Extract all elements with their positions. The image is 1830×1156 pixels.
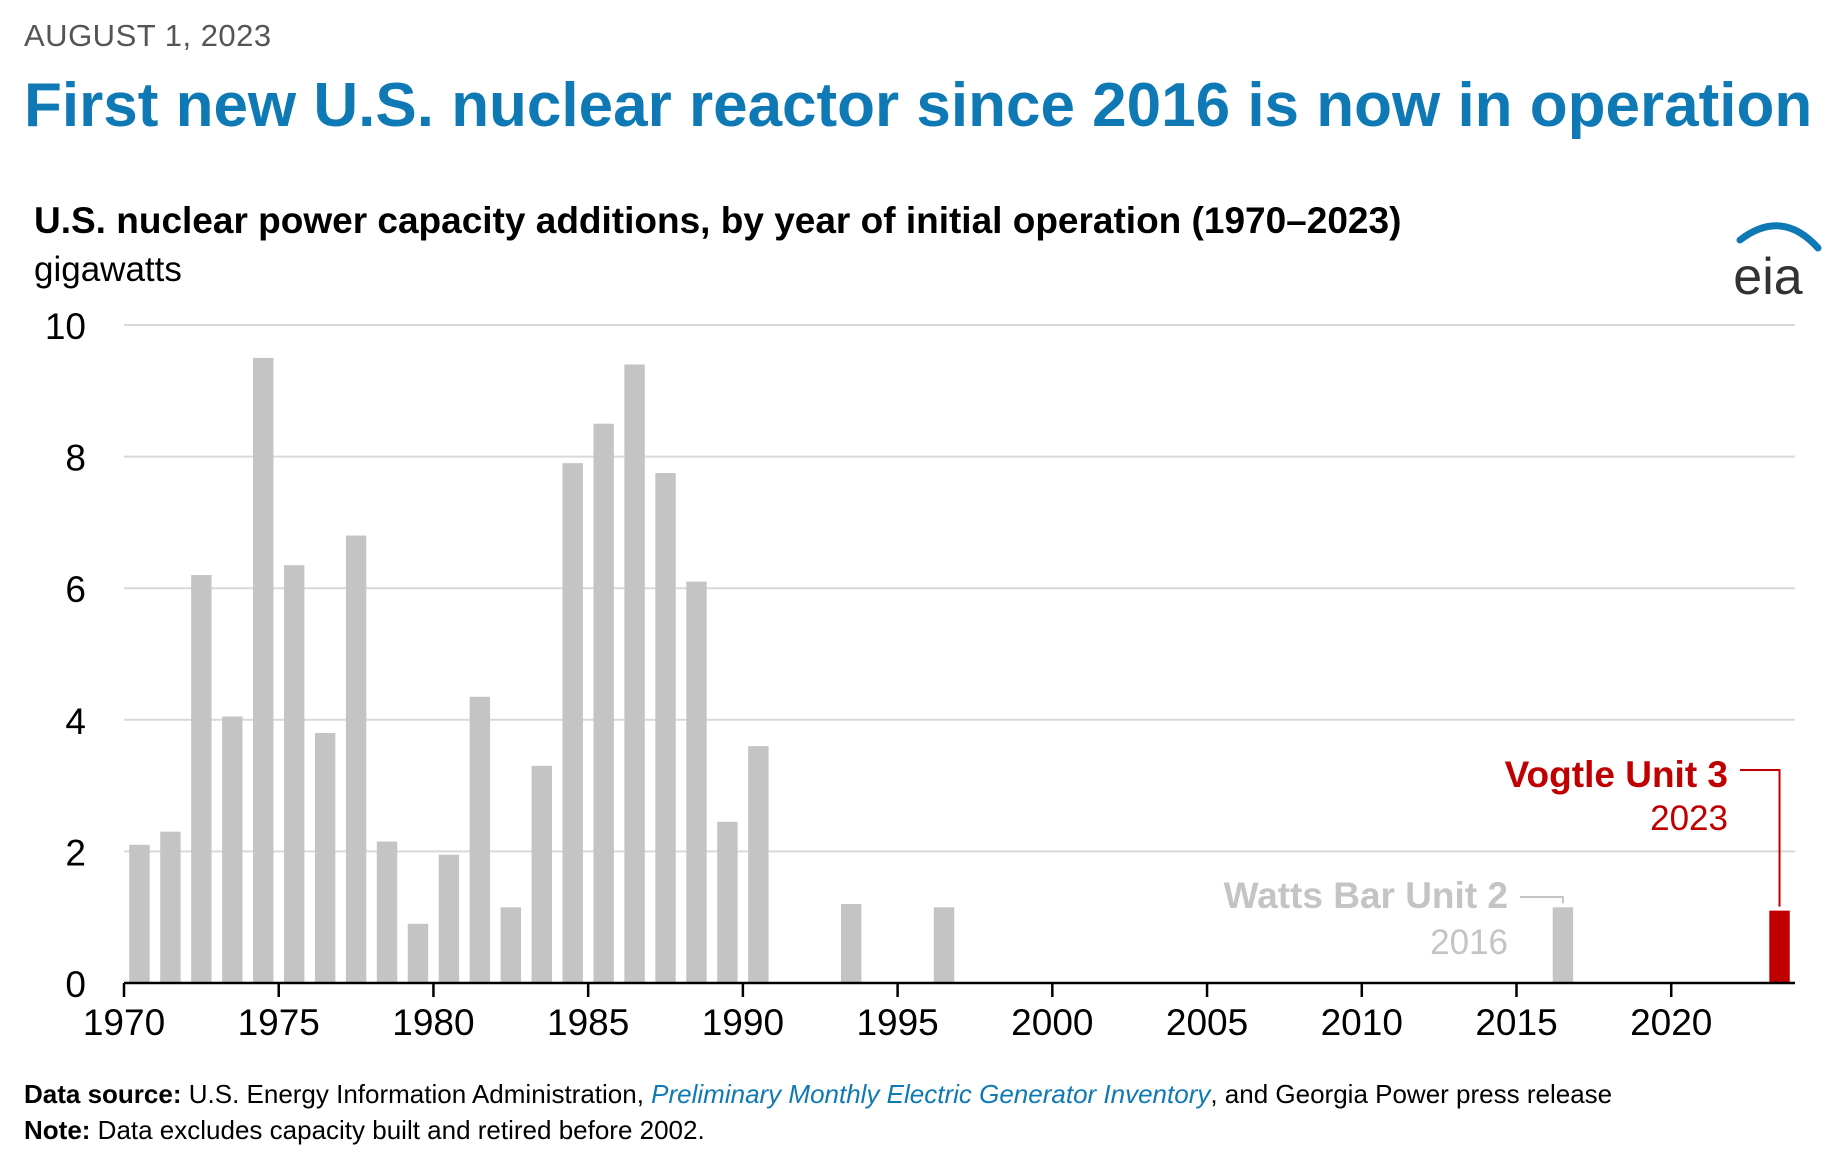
x-tick-label: 2010 [1321, 1002, 1403, 1043]
annotation-leader-2023 [1740, 769, 1781, 907]
bar-1971 [160, 831, 181, 983]
x-tick-label: 2000 [1011, 1002, 1093, 1043]
source-label: Data source: [24, 1079, 182, 1109]
x-tick-label: 1975 [238, 1002, 320, 1043]
bar-2016 [1552, 907, 1574, 983]
bar-1983 [531, 765, 552, 983]
logo-text: eia [1733, 248, 1802, 304]
source-text-2: , and Georgia Power press release [1210, 1079, 1613, 1109]
bar-1987 [655, 473, 676, 983]
source-text-1: U.S. Energy Information Administration, [181, 1079, 652, 1109]
source-link[interactable]: Preliminary Monthly Electric Generator I… [651, 1079, 1211, 1109]
x-tick-label: 1995 [856, 1002, 938, 1043]
annotation-label-2016: Watts Bar Unit 2 [1224, 875, 1508, 916]
logo-arc [1736, 222, 1822, 252]
y-tick-label: 6 [65, 569, 86, 610]
bar-1979 [407, 923, 429, 983]
axes: 0 2 4 6 8 10 1970 1975 1980 1985 1990 1995 2000 2005 2… [45, 306, 1795, 1043]
x-tick-label: 1980 [392, 1002, 474, 1043]
annotation-label-2023: Vogtle Unit 3 [1505, 754, 1728, 795]
bar-1990 [748, 746, 769, 983]
y-tick-label: 4 [65, 701, 86, 742]
bar-1982 [500, 907, 522, 983]
bar-1988 [686, 581, 707, 983]
x-tick-label: 2020 [1630, 1002, 1712, 1043]
bar-1984 [562, 463, 583, 983]
y-tick-label: 0 [65, 964, 86, 1005]
date-label: AUGUST 1, 2023 [24, 18, 272, 53]
footer: Data source: U.S. Energy Information Adm… [24, 1076, 1612, 1148]
annotation-sublabel-2023: 2023 [1650, 799, 1728, 838]
bar-1977 [345, 535, 367, 983]
bars [129, 357, 1790, 984]
bar-1996 [933, 907, 955, 983]
data-source-line: Data source: U.S. Energy Information Adm… [24, 1076, 1612, 1112]
note-text: Data excludes capacity built and retired… [90, 1115, 705, 1145]
bar-1978 [376, 841, 398, 983]
bar-2023 [1769, 910, 1790, 983]
bar-1989 [717, 821, 738, 983]
annotation-leader-2016 [1520, 896, 1564, 904]
annotations: Watts Bar Unit 2 2016 Vogtle Unit 3 2023 [1224, 754, 1781, 962]
bar-1972 [191, 575, 212, 983]
x-tick-label: 1970 [83, 1002, 165, 1043]
x-tick-label: 1985 [547, 1002, 629, 1043]
x-tick-label: 1990 [702, 1002, 784, 1043]
bar-1986 [624, 364, 645, 984]
bar-1976 [314, 732, 336, 983]
y-tick-label: 8 [65, 438, 86, 479]
note-line: Note: Data excludes capacity built and r… [24, 1112, 1612, 1148]
bar-1980 [438, 854, 460, 983]
units-label: gigawatts [34, 250, 182, 289]
bar-1970 [129, 844, 150, 983]
bar-chart: 0 2 4 6 8 10 1970 1975 1980 1985 1990 1995 2000 2005 2… [45, 306, 1795, 1043]
annotation-sublabel-2016: 2016 [1430, 923, 1508, 962]
bar-1973 [222, 716, 243, 983]
bar-1981 [469, 696, 491, 983]
bar-1993 [840, 904, 862, 983]
note-label: Note: [24, 1115, 91, 1145]
bar-1974 [253, 357, 274, 983]
eia-logo: eia [1733, 222, 1822, 304]
gridlines [124, 324, 1795, 853]
y-tick-label: 2 [65, 832, 86, 873]
bar-1985 [593, 423, 614, 983]
chart-title: U.S. nuclear power capacity additions, b… [34, 200, 1402, 241]
headline: First new U.S. nuclear reactor since 201… [24, 71, 1813, 140]
y-tick-label: 10 [45, 306, 86, 347]
x-tick-label: 2015 [1475, 1002, 1557, 1043]
bar-1975 [283, 565, 305, 983]
x-tick-label: 2005 [1166, 1002, 1248, 1043]
